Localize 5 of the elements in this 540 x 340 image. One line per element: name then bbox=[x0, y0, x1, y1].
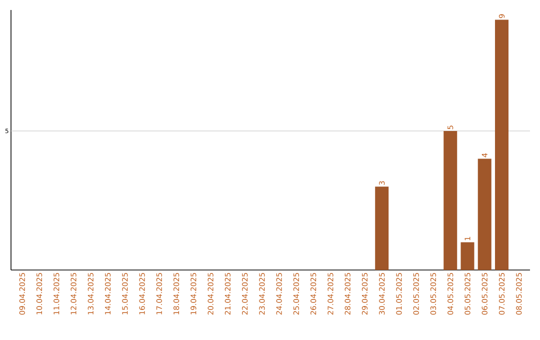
bar bbox=[460, 242, 474, 270]
bar bbox=[444, 130, 458, 270]
bar bbox=[375, 186, 389, 270]
bar bbox=[494, 20, 508, 270]
bar bbox=[478, 158, 492, 270]
